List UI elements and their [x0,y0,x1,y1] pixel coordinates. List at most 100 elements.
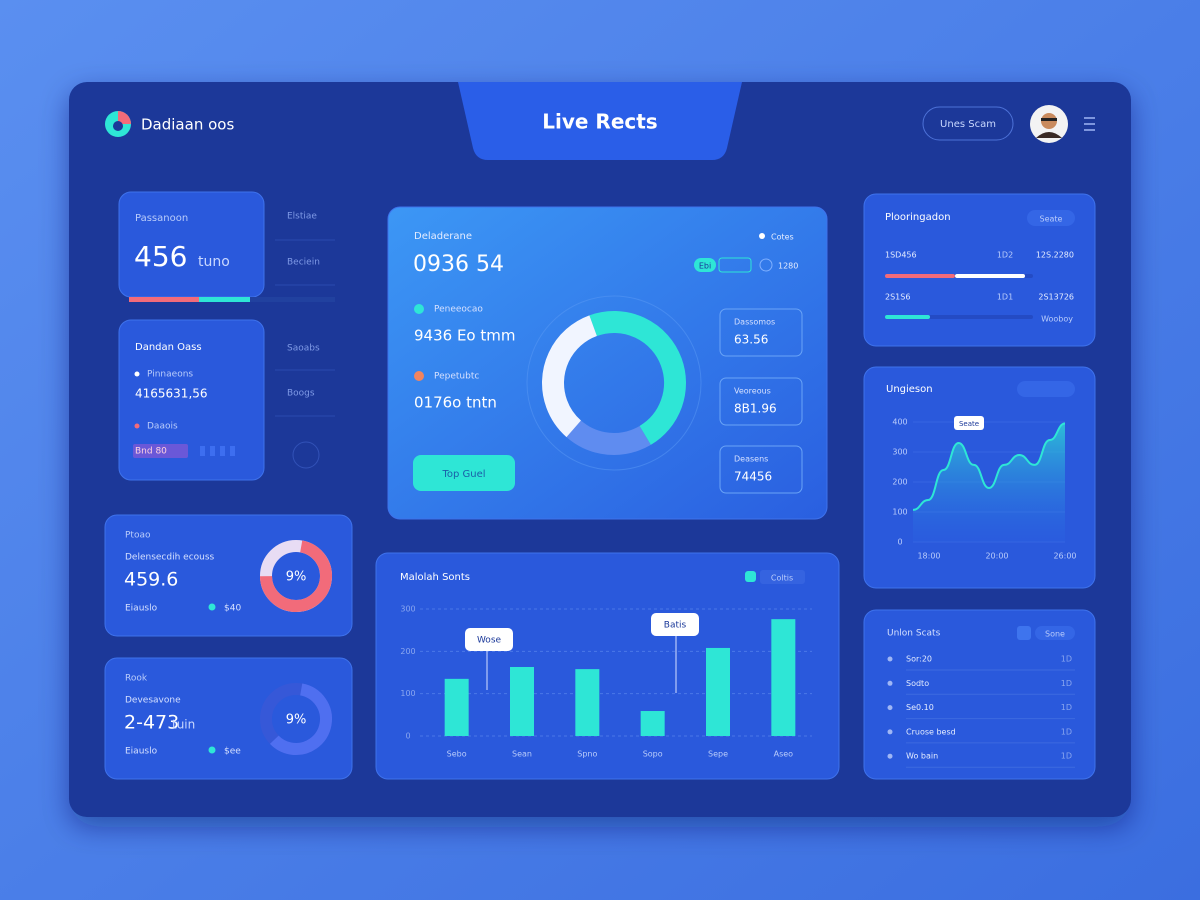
dot [134,423,140,429]
stat-unit: tuno [198,254,230,270]
y-tick-label: 200 [400,647,415,656]
metric-box [719,308,803,357]
bar [575,669,600,736]
donut-label: 9% [286,713,307,728]
page-title: Live Rects [542,110,657,134]
box-label: Dassomos [734,318,775,327]
x-tick-label: 20:00 [985,552,1008,561]
chart-title: Malolah Sonts [400,572,470,583]
card-value: 2-473 [124,712,179,734]
row-value: 1D [1061,679,1072,688]
dot [887,705,893,711]
callout [651,613,699,636]
metric-value: 0176o tntn [414,394,497,412]
x-tick-label: 18:00 [917,552,940,561]
bar [706,647,730,736]
tick-deco [210,446,215,456]
x-tick-label: Sebo [447,750,467,759]
metric-box [719,445,803,494]
card-value: 459.6 [124,569,178,591]
y-tick-label: 300 [400,605,415,614]
callout-label: Seate [959,420,979,428]
center-card [387,206,828,520]
bar [771,619,796,736]
dot [134,371,140,377]
y-tick-label: 100 [892,508,907,517]
card-footer-value: $ee [224,747,241,757]
donut-label: 9% [286,570,307,585]
item-value: Bnd 80 [135,447,167,457]
x-tick-label: Sepe [708,750,728,759]
row-label: Cruose besd [906,727,956,736]
card-footer: Eiauslo [125,747,158,757]
box-label: Veoreous [734,387,771,396]
menu-icon[interactable] [1084,117,1095,131]
logo-text: Dadiaan oos [141,116,234,134]
chip-label: 1280 [778,262,798,271]
area-line [912,422,1066,511]
donut-arc [260,540,332,612]
row-label: 1SD456 [885,251,917,260]
row-value: 12S.2280 [1036,251,1074,260]
side-label: Boogs [287,389,315,399]
y-tick-label: 200 [892,478,907,487]
donut-arc [260,683,332,755]
card-unit: tuin [172,718,195,732]
metric-label: Peneeocao [434,305,483,315]
card-label: Rook [125,674,148,684]
area [913,423,1065,542]
x-tick-label: Sopo [643,750,663,759]
chip-label: Seate [1040,215,1063,224]
donut-halo [526,295,702,471]
legend-chip [760,570,805,584]
box-value: 74456 [734,470,772,484]
row-label: Sodto [906,679,929,688]
dot [414,371,424,381]
card [375,552,840,780]
box-value: 63.56 [734,333,768,347]
card-label: Deladerane [414,231,472,242]
side-label: Beciein [287,258,320,268]
card-sublabel: Devesavone [125,696,181,706]
dot [208,746,216,754]
dot [208,603,216,611]
value-chip [133,444,188,458]
row-value: 1D [1061,752,1072,761]
side-label: Saoabs [287,344,320,354]
chip-label: Sone [1045,630,1065,639]
avatar[interactable] [1030,105,1068,143]
legend-label: Coltis [771,574,793,583]
chip[interactable] [1017,381,1075,397]
row-value: 1D [1061,655,1072,664]
logo [105,111,131,137]
chip-outline [718,257,752,273]
x-tick-label: Aseo [774,750,794,759]
card-footer: Wooboy [1041,315,1073,324]
donut-segment [542,311,686,455]
dot [414,304,424,314]
dot [759,233,765,239]
y-tick-label: 0 [405,732,410,741]
row-mid: 1D1 [997,293,1013,302]
bar [640,711,665,736]
side-label: Elstiae [287,212,317,222]
chip[interactable] [1035,626,1075,640]
cta-button[interactable] [413,455,515,491]
metric-value: 9436 Eo tmm [414,327,515,345]
bar [510,666,534,736]
row-mid: 1D2 [997,251,1013,260]
progress-fill [885,274,955,278]
chip-icon [759,258,773,272]
header-button[interactable] [922,106,1014,141]
callout [954,416,984,430]
y-tick-label: 300 [892,448,907,457]
chip[interactable] [1027,210,1075,226]
stat-value: 456 [134,240,187,273]
y-tick-label: 400 [892,418,907,427]
chip[interactable] [694,258,716,272]
tick-deco [200,446,205,456]
row-value: 2S13726 [1038,293,1074,302]
card-footer: Eiauslo [125,604,158,614]
